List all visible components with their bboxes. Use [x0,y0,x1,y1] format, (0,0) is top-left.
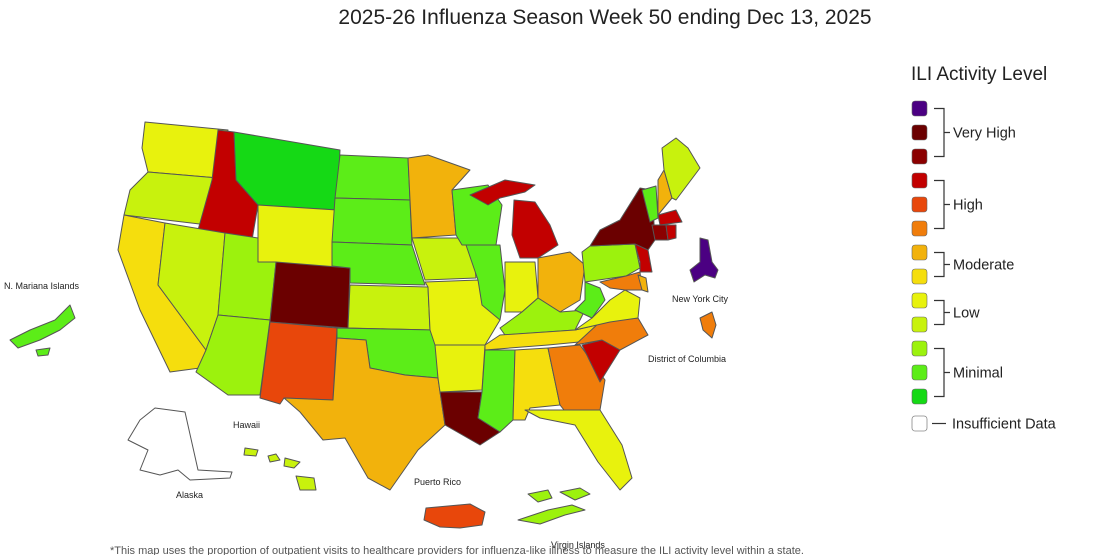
legend-bracket-3 [934,299,950,326]
state-fl[interactable] [524,409,633,491]
legend-group-label-3: Low [953,306,980,322]
label-puerto-rico: Puerto Rico [414,477,461,487]
legend-bracket-4 [934,347,950,398]
legend-swatch-level-13[interactable] [911,100,928,117]
legend-swatch-level-10[interactable] [911,172,928,189]
state-or[interactable] [123,171,219,226]
state-mi[interactable] [511,199,559,259]
state-tx[interactable] [283,337,446,491]
us-choropleth-map: N. Mariana Islands New York City Distric… [4,121,729,550]
territory-vi-3[interactable] [517,504,586,525]
legend-swatch-level-9[interactable] [911,196,928,213]
legend-swatch-level-11[interactable] [911,148,928,165]
legend-swatch-level-8[interactable] [911,220,928,237]
state-wv[interactable] [574,281,606,319]
territory-pr[interactable] [423,503,486,529]
label-dc: District of Columbia [648,354,726,364]
map-title: 2025-26 Influenza Season Week 50 ending … [338,6,872,29]
state-mi-up[interactable] [469,179,536,206]
territory-mp[interactable] [9,304,76,349]
state-hi-4[interactable] [295,475,317,491]
legend-swatch-level-1[interactable] [911,388,928,405]
state-ma[interactable] [657,209,683,226]
legend-swatch-level-12[interactable] [911,124,928,141]
label-mariana: N. Mariana Islands [4,281,80,291]
label-alaska: Alaska [176,490,203,500]
state-vt[interactable] [641,185,659,223]
legend-swatch-level-3[interactable] [911,340,928,357]
legend-swatch-level-2[interactable] [911,364,928,381]
state-hi-3[interactable] [283,457,301,469]
legend-title: ILI Activity Level [911,64,1048,85]
legend-swatch-level-4[interactable] [911,316,928,333]
legend: ILI Activity Level [905,64,1110,100]
legend-insufficient-label: Insufficient Data [952,417,1057,433]
legend-group-label-2: Moderate [953,258,1014,274]
legend-swatch-level-7[interactable] [911,244,928,261]
legend-swatch-insufficient[interactable] [911,415,928,432]
label-virgin-islands: Virgin Islands [551,540,605,550]
state-ar[interactable] [434,344,486,393]
state-hi-2[interactable] [267,453,281,463]
footnote: *This map uses the proportion of outpati… [110,545,804,555]
state-ia[interactable] [411,237,477,281]
legend-bracket-2 [934,251,950,278]
legend-group-label-1: High [953,198,983,214]
state-ri[interactable] [665,224,677,241]
label-nyc: New York City [672,294,729,304]
state-ne[interactable] [331,241,426,286]
legend-bracket-0 [934,107,950,158]
state-hi-1[interactable] [243,447,259,457]
legend-bracket-1 [934,179,950,230]
label-hawaii: Hawaii [233,420,260,430]
territory-nyc[interactable] [689,237,719,283]
legend-swatch-level-5[interactable] [911,292,928,309]
state-de[interactable] [637,274,649,293]
state-me[interactable] [661,137,701,201]
state-va[interactable] [574,289,641,331]
territory-mp-2[interactable] [35,347,51,357]
territory-dc[interactable] [699,311,717,339]
legend-group-label-4: Minimal [953,366,1003,382]
state-ak[interactable] [127,407,233,481]
legend-swatch-level-6[interactable] [911,268,928,285]
state-il[interactable] [465,244,506,321]
territory-vi-2[interactable] [559,487,591,501]
legend-group-label-0: Very High [953,126,1016,142]
territory-vi-1[interactable] [527,489,553,503]
